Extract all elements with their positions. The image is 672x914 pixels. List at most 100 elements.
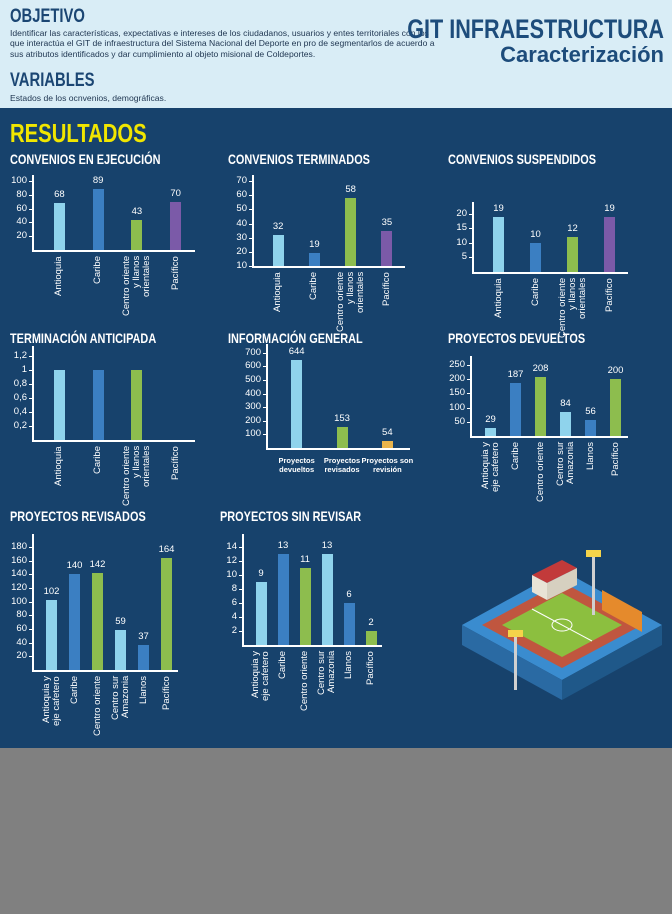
tick-mark (29, 425, 32, 427)
data-label: 56 (585, 406, 596, 418)
y-tick-label: 40 (16, 636, 27, 648)
chart-title: PROYECTOS REVISADOS (10, 508, 146, 524)
tick-mark (29, 194, 32, 196)
bar (161, 557, 172, 670)
tick-mark (29, 546, 32, 548)
bar (510, 382, 521, 436)
y-tick-label: 4 (231, 611, 237, 622)
stands (602, 590, 642, 632)
y-tick-label: 100 (245, 428, 261, 440)
bar (567, 237, 578, 272)
y-tick-label: 20 (236, 245, 247, 257)
x-tick-label: Pacífico (169, 256, 181, 290)
bar (92, 188, 104, 250)
y-axis (252, 175, 254, 267)
tick-mark (263, 407, 266, 409)
y-tick-label: 80 (16, 188, 27, 200)
bar (92, 572, 103, 670)
bar (255, 582, 267, 645)
y-tick-label: 600 (245, 360, 261, 372)
data-label: 164 (158, 543, 175, 555)
y-tick-label: 150 (449, 387, 465, 399)
bar (365, 631, 377, 645)
y-tick-label: 200 (449, 373, 465, 385)
y-tick-label: 180 (11, 540, 27, 552)
data-label: 142 (89, 558, 106, 570)
x-tick-label: Centro oriente y llanos orientales (120, 256, 152, 317)
x-tick-label: Pacífico (380, 272, 392, 306)
x-tick-label: Proyectos devueltos (278, 456, 315, 474)
tick-mark (29, 574, 32, 576)
data-label: 13 (277, 540, 289, 551)
x-tick-label: Proyectos revisados (323, 456, 361, 474)
x-axis (32, 250, 195, 252)
x-tick-label: Pacífico (609, 442, 621, 476)
field-circle (551, 618, 573, 632)
y-axis (32, 175, 34, 251)
tick-mark (29, 222, 32, 224)
x-tick-label: Llanos (343, 651, 354, 679)
y-tick-label: 10 (236, 260, 247, 271)
x-tick-label: Caribe (509, 442, 521, 470)
x-axis (472, 272, 628, 274)
bar (272, 234, 284, 266)
x-tick-label: Antioquia y eje cafetero (40, 676, 62, 726)
tick-mark (467, 379, 470, 381)
variables-text: Estados de los ocnvenios, demográficas. (10, 93, 167, 103)
tick-mark (239, 589, 242, 590)
x-tick-label: Centro sur Amazonia (316, 651, 337, 696)
header-band: OBJETIVO Identificar las características… (0, 0, 672, 108)
data-label: 208 (532, 362, 549, 374)
data-label: 89 (92, 174, 104, 186)
tick-mark (29, 397, 32, 399)
y-tick-label: 70 (236, 175, 247, 186)
chart-title: CONVENIOS EN EJECUCIÓN (10, 151, 161, 167)
x-tick-label: Pacífico (160, 676, 172, 710)
y-tick-label: 0,2 (13, 419, 27, 431)
bar (535, 376, 546, 436)
tick-mark (263, 393, 266, 395)
data-label: 68 (54, 189, 65, 201)
y-tick-label: 60 (16, 202, 27, 214)
chart-title: CONVENIOS SUSPENDIDOS (448, 151, 597, 167)
tick-mark (249, 237, 252, 239)
bar (69, 574, 80, 670)
chart-title: INFORMACIÓN GENERAL (228, 330, 363, 346)
tick-mark (263, 352, 266, 354)
bar (585, 420, 596, 436)
bar (308, 253, 320, 266)
tick-mark (263, 420, 266, 422)
data-label: 35 (381, 216, 393, 228)
x-tick-label: Centro oriente y llanos orientales (120, 446, 152, 507)
y-axis (472, 202, 474, 273)
data-label: 58 (345, 184, 356, 195)
stadium-illustration (462, 550, 662, 700)
bar (138, 644, 149, 670)
tick-mark (469, 228, 472, 230)
tick-mark (29, 369, 32, 371)
tick-mark (29, 236, 32, 238)
x-tick-label: Antioquia (53, 256, 65, 296)
x-tick-label: Llanos (137, 676, 149, 704)
y-tick-label: 100 (11, 595, 27, 607)
tick-mark (249, 266, 252, 267)
data-label: 200 (607, 365, 624, 377)
y-tick-label: 14 (226, 541, 237, 552)
x-tick-label: Antioquia y eje cafetero (250, 651, 271, 701)
data-label: 9 (258, 568, 264, 579)
variables-title: VARIABLES (10, 70, 95, 91)
data-label: 140 (66, 560, 83, 572)
y-tick-label: 20 (456, 207, 467, 219)
bar (610, 379, 621, 436)
bar (131, 369, 143, 440)
tick-mark (239, 561, 242, 562)
bar (493, 216, 504, 272)
data-label: 19 (493, 202, 504, 214)
data-label: 37 (138, 630, 149, 642)
y-tick-label: 12 (226, 555, 237, 566)
data-label: 11 (300, 554, 310, 565)
tick-mark (469, 242, 472, 244)
tick-mark (29, 383, 32, 385)
x-tick-label: Centro oriente (91, 676, 103, 737)
